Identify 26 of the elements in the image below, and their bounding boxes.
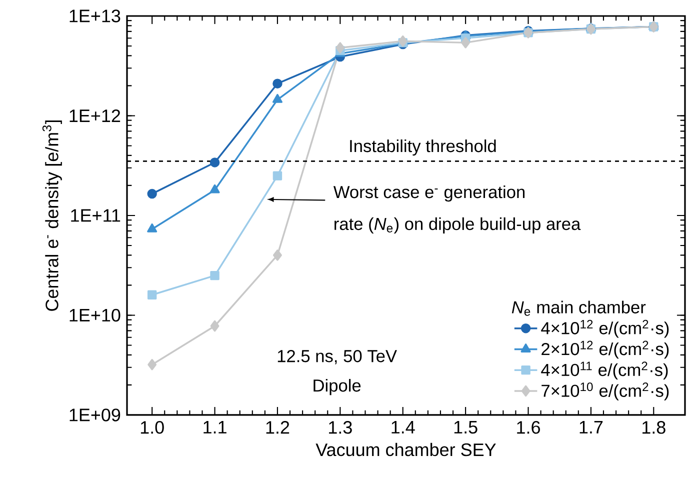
legend-label: 7×10$^{10}$ e/(cm$^{2}$·s) [542,382,669,400]
x-tick-label: 1.4 [392,421,415,434]
x-tick-label: 1.7 [580,421,603,434]
x-tick-label: 1.8 [642,421,666,434]
y-tick-label: 1E+09 [70,408,120,422]
x-tick-label: 1.6 [517,421,540,434]
legend-label: 2×10$^{12}$ e/(cm$^{2}$·s) [542,340,669,359]
x-tick-label: 1.1 [204,421,226,434]
y-tick-label: 1E+12 [70,109,120,122]
x-tick-label: 1.2 [266,421,290,434]
y-axis-title: Central e$^{-}$ density [e/m$^{3}$] [42,120,62,311]
y-tick-label: 1E+10 [70,308,120,322]
annotation: Dipole [314,378,361,396]
y-tick-label: 1E+13 [70,10,120,22]
annotation: 12.5 ns, 50 TeV [278,350,397,364]
annotation: rate (N$_{e}$) on dipole build-up area [334,217,581,234]
x-axis-title: Vacuum chamber SEY [316,442,496,456]
legend-label: 4×10$^{12}$ e/(cm$^{2}$·s) [541,320,669,338]
annotation: Worst case e$^{-}$ generation [333,185,525,202]
legend-label: 4×10$^{11}$ e/(cm$^{2}$·s) [541,362,668,380]
y-tick-label: 1E+11 [71,209,120,222]
legend-title: N$_{e}$ main chamber [512,300,646,316]
ref-line-label: Instability threshold [350,139,496,156]
x-tick-label: 1.3 [329,421,352,434]
x-tick-label: 1.5 [454,421,478,434]
x-tick-label: 1.0 [140,421,164,434]
